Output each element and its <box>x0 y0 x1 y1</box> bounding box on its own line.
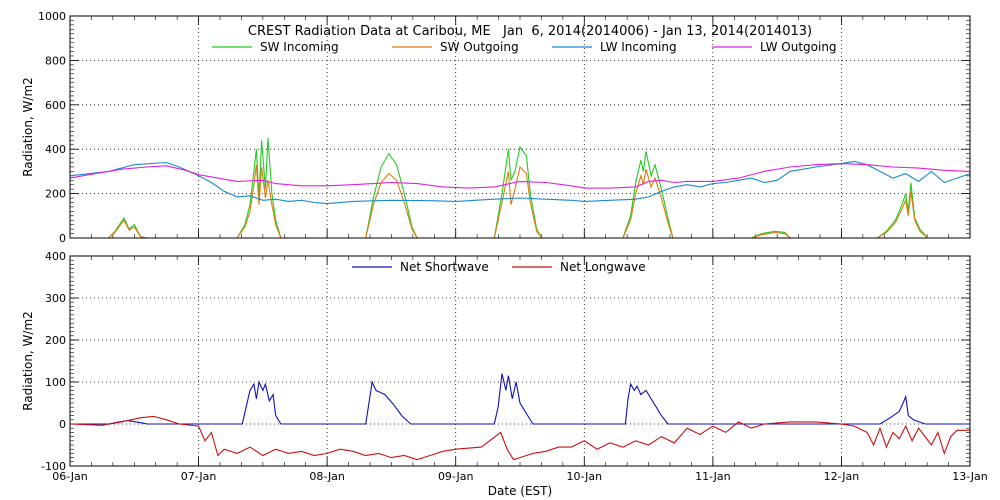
legend-label-sw_out: SW Outgoing <box>440 40 519 54</box>
y-tick-label: 0 <box>59 232 66 245</box>
series-line-lw_out <box>70 163 970 189</box>
panel-2: -100 0 100 200 300 400 06-Jan 07-Jan 08-Jan 09-Ja… <box>21 250 988 483</box>
x-tick-label: 08-Jan <box>309 470 345 483</box>
panel-1: 0 200 400 600 800 1000 SW Incoming SW Outgoing L… <box>21 10 971 245</box>
y-tick-label: 0 <box>59 418 66 431</box>
y-tick-label: 100 <box>45 376 66 389</box>
y-tick-label: 300 <box>45 292 66 305</box>
y-tick-label: 400 <box>45 250 66 263</box>
x-axis-label: Date (EST) <box>488 484 552 498</box>
series-line-net_sw <box>70 373 970 425</box>
y-tick-label: 200 <box>45 334 66 347</box>
x-tick-label: 12-Jan <box>824 470 860 483</box>
y-tick-label: -100 <box>41 460 66 473</box>
series-line-sw_out <box>108 164 928 238</box>
legend-label-lw_in: LW Incoming <box>600 40 677 54</box>
y-tick-label: 600 <box>45 99 66 112</box>
y-tick-label: 800 <box>45 54 66 67</box>
plot-frame <box>69 15 971 239</box>
x-tick-label: 11-Jan <box>695 470 731 483</box>
y-axis-label: Radiation, W/m2 <box>21 311 35 411</box>
chart-title: CREST Radiation Data at Caribou, ME Jan … <box>248 24 812 39</box>
x-tick-label: 10-Jan <box>567 470 603 483</box>
y-tick-label: 400 <box>45 143 66 156</box>
legend-label-sw_in: SW Incoming <box>260 40 339 54</box>
plot-frame <box>69 255 971 467</box>
y-tick-label: 200 <box>45 188 66 201</box>
y-axis-label: Radiation, W/m2 <box>21 77 35 177</box>
series-line-lw_in <box>70 160 970 205</box>
x-tick-label: 06-Jan <box>52 470 88 483</box>
legend-label-lw_out: LW Outgoing <box>760 40 837 54</box>
y-tick-label: 1000 <box>38 10 66 23</box>
x-tick-label: 13-Jan <box>952 470 988 483</box>
series-line-sw_in <box>108 138 929 238</box>
x-tick-label: 07-Jan <box>181 470 217 483</box>
x-tick-label: 09-Jan <box>438 470 474 483</box>
series-line-net_lw <box>70 415 970 461</box>
legend-label-net_lw: Net Longwave <box>560 260 646 274</box>
legend-label-net_sw: Net Shortwave <box>400 260 489 274</box>
